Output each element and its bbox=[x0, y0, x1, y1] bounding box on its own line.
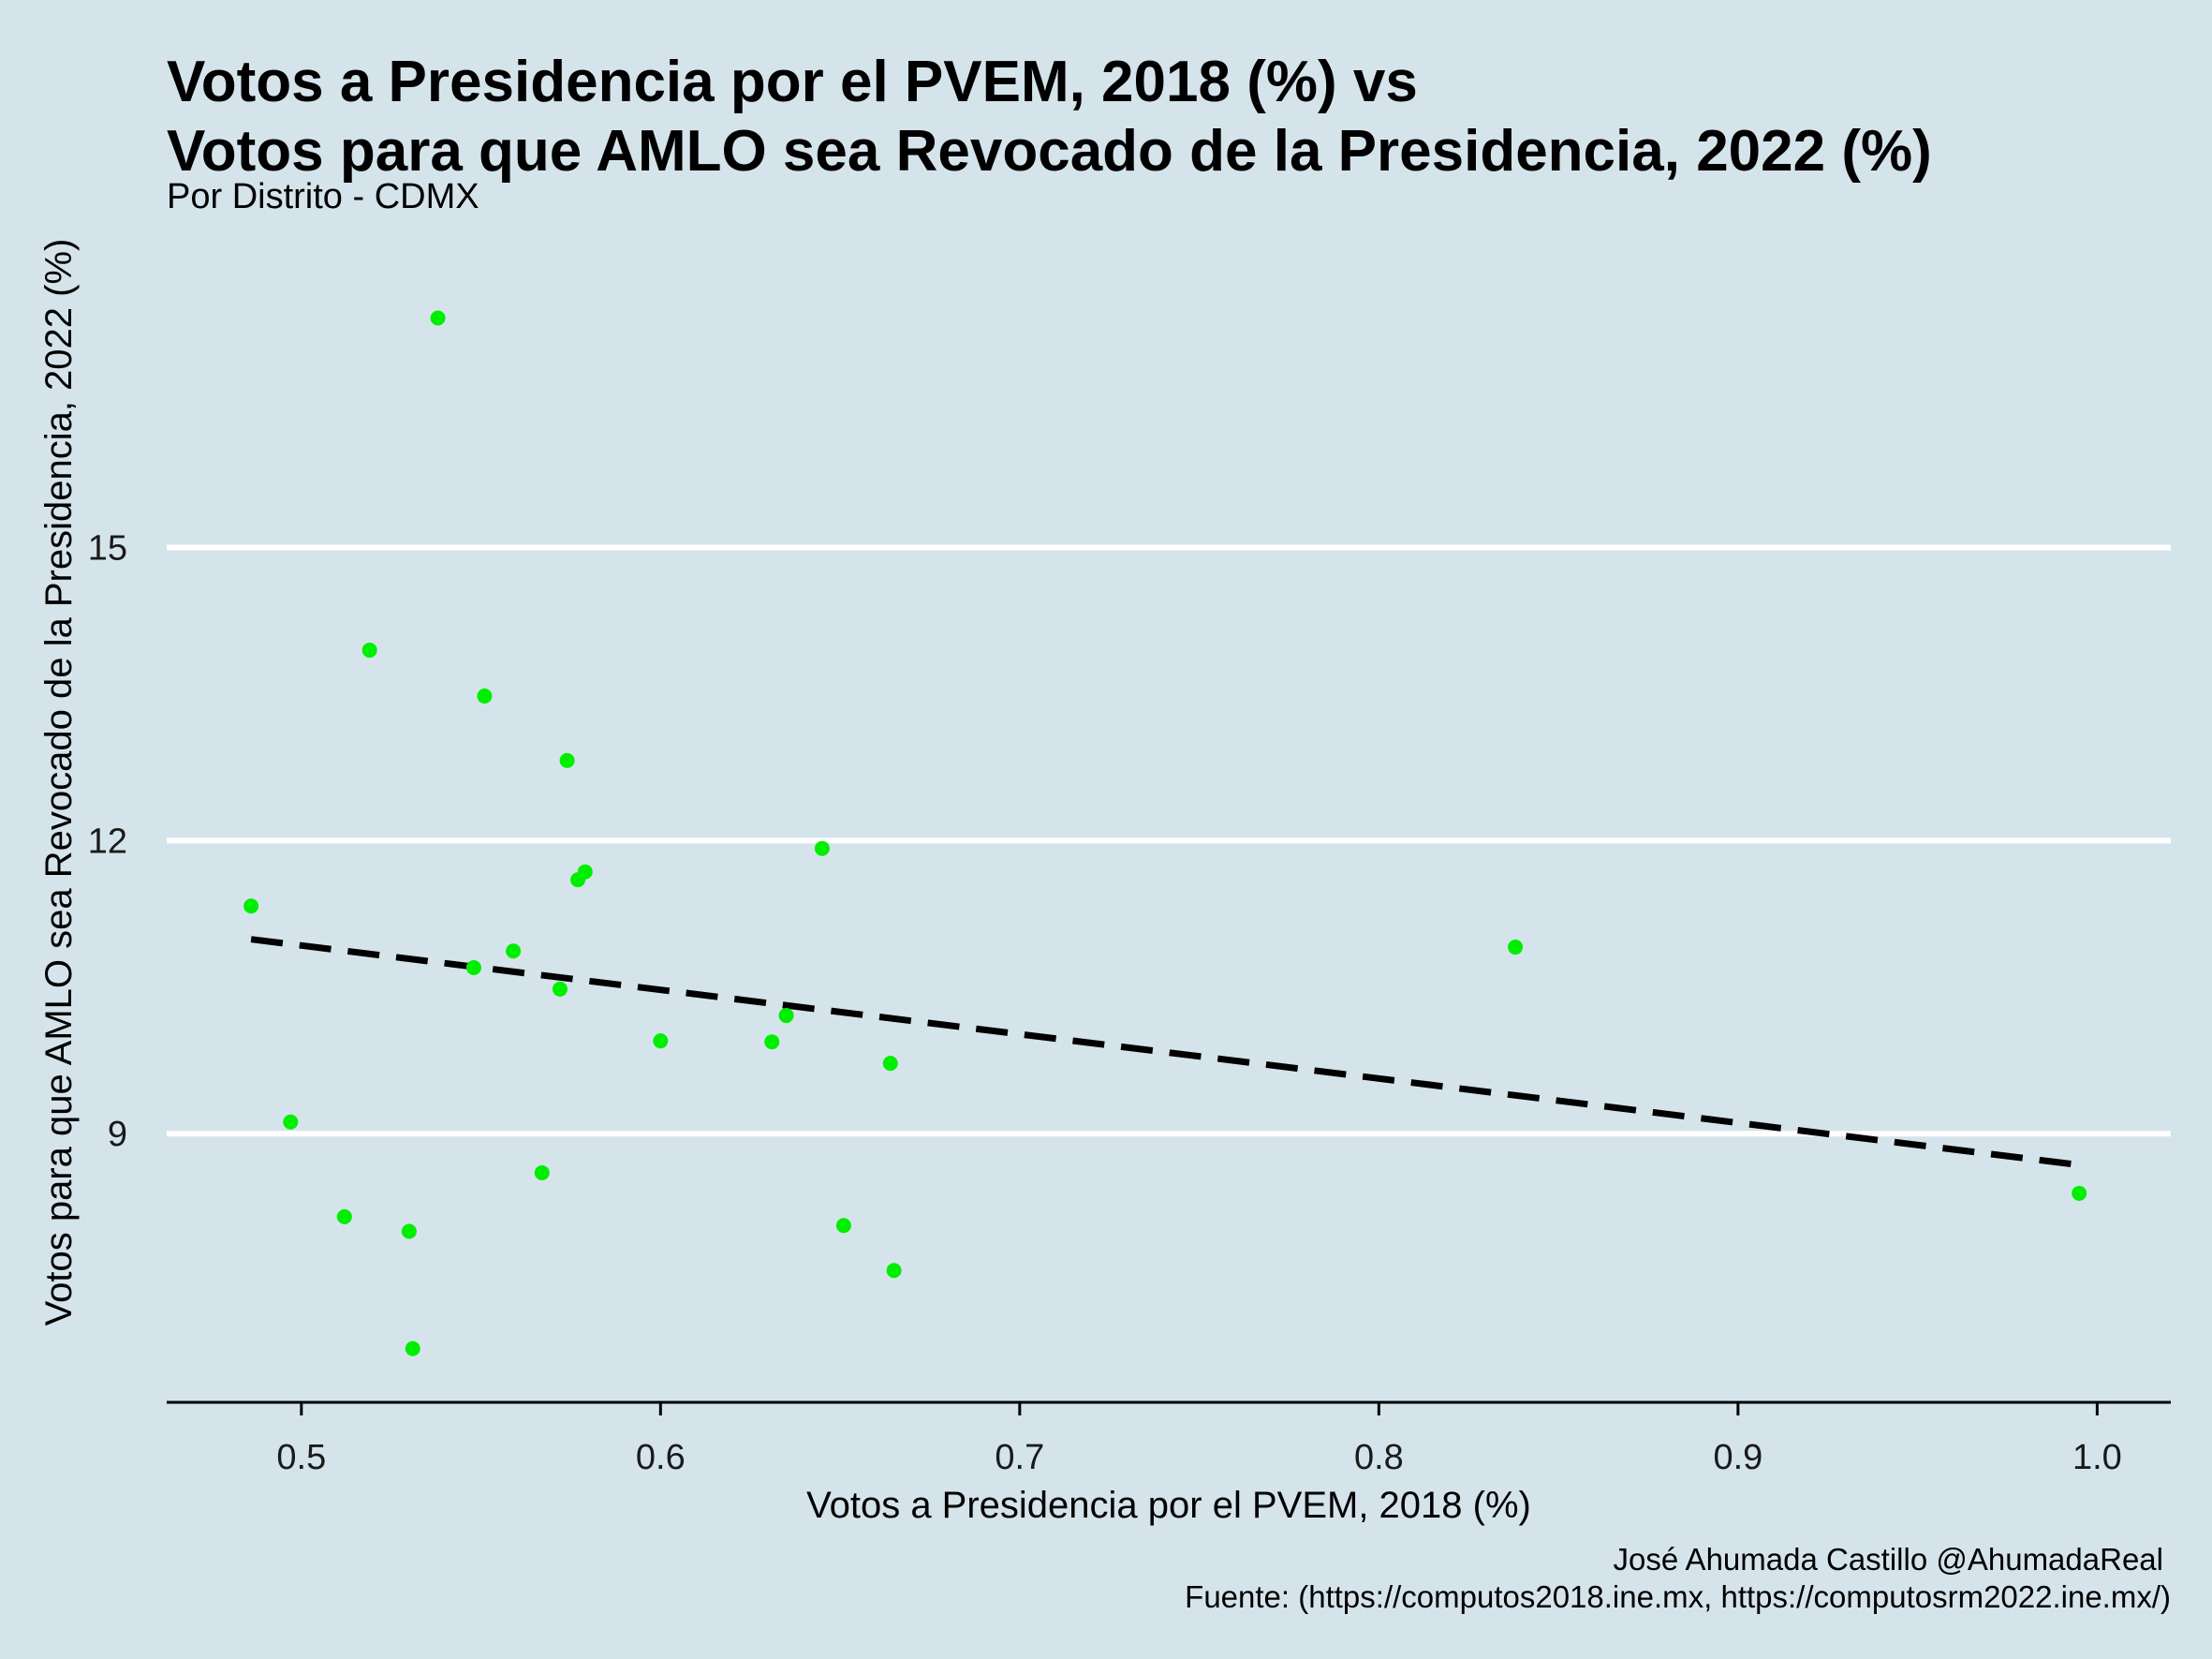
data-point bbox=[882, 1056, 898, 1072]
data-point bbox=[653, 1033, 669, 1049]
chart-subtitle: Por Distrito - CDMX bbox=[167, 177, 479, 216]
data-point bbox=[1508, 940, 1524, 955]
chart-title-line2: Votos para que AMLO sea Revocado de la P… bbox=[167, 119, 1932, 184]
y-tick-label: 12 bbox=[88, 822, 127, 861]
x-tick-label: 0.8 bbox=[1354, 1438, 1404, 1477]
trend-line bbox=[250, 936, 2080, 1169]
data-point bbox=[764, 1034, 780, 1050]
data-point bbox=[814, 840, 830, 856]
data-point bbox=[778, 1008, 794, 1024]
chart-title-line1: Votos a Presidencia por el PVEM, 2018 (%… bbox=[167, 50, 1418, 114]
x-tick-label: 0.9 bbox=[1713, 1438, 1762, 1477]
data-point bbox=[336, 1208, 352, 1224]
data-point bbox=[552, 981, 568, 997]
data-point bbox=[477, 689, 493, 704]
y-axis-title: Votos para que AMLO sea Revocado de la P… bbox=[38, 239, 80, 1326]
data-point bbox=[506, 943, 522, 959]
x-tick-label: 0.6 bbox=[636, 1438, 686, 1477]
data-point bbox=[283, 1114, 299, 1130]
data-point bbox=[2072, 1185, 2087, 1201]
data-point bbox=[401, 1223, 417, 1239]
y-tick-label: 15 bbox=[88, 529, 127, 569]
x-tick-label: 1.0 bbox=[2072, 1438, 2122, 1477]
data-point bbox=[361, 643, 377, 659]
x-axis-ticks: 0.5 0.6 0.7 0.8 0.9 1.0 bbox=[276, 1402, 2122, 1477]
gridlines bbox=[167, 544, 2171, 1137]
data-point bbox=[430, 310, 446, 326]
data-point bbox=[559, 752, 575, 768]
y-tick-label: 9 bbox=[108, 1115, 127, 1154]
data-point bbox=[886, 1263, 902, 1279]
x-tick-label: 0.7 bbox=[995, 1438, 1044, 1477]
data-point bbox=[243, 898, 259, 914]
caption-author: José Ahumada Castillo @AhumadaReal bbox=[1614, 1542, 2164, 1577]
x-tick-label: 0.5 bbox=[276, 1438, 326, 1477]
data-point bbox=[534, 1164, 550, 1180]
data-points bbox=[243, 310, 2087, 1356]
data-point bbox=[465, 959, 481, 975]
data-point bbox=[405, 1341, 420, 1356]
data-point bbox=[570, 872, 586, 888]
x-axis-title: Votos a Presidencia por el PVEM, 2018 (%… bbox=[806, 1485, 1531, 1526]
caption-source: Fuente: (https://computos2018.ine.mx, ht… bbox=[1185, 1579, 2171, 1614]
y-axis-ticks: 9 12 15 bbox=[88, 529, 127, 1155]
data-point bbox=[835, 1218, 851, 1234]
